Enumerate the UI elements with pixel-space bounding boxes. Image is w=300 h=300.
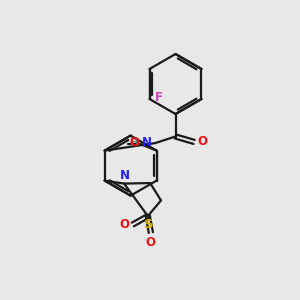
- Text: H: H: [130, 137, 139, 148]
- Text: S: S: [144, 218, 153, 232]
- Text: O: O: [197, 135, 207, 148]
- Text: O: O: [146, 236, 156, 249]
- Text: F: F: [155, 91, 163, 104]
- Text: N: N: [120, 169, 130, 182]
- Text: O: O: [130, 136, 140, 149]
- Text: O: O: [120, 218, 130, 231]
- Text: N: N: [142, 136, 152, 149]
